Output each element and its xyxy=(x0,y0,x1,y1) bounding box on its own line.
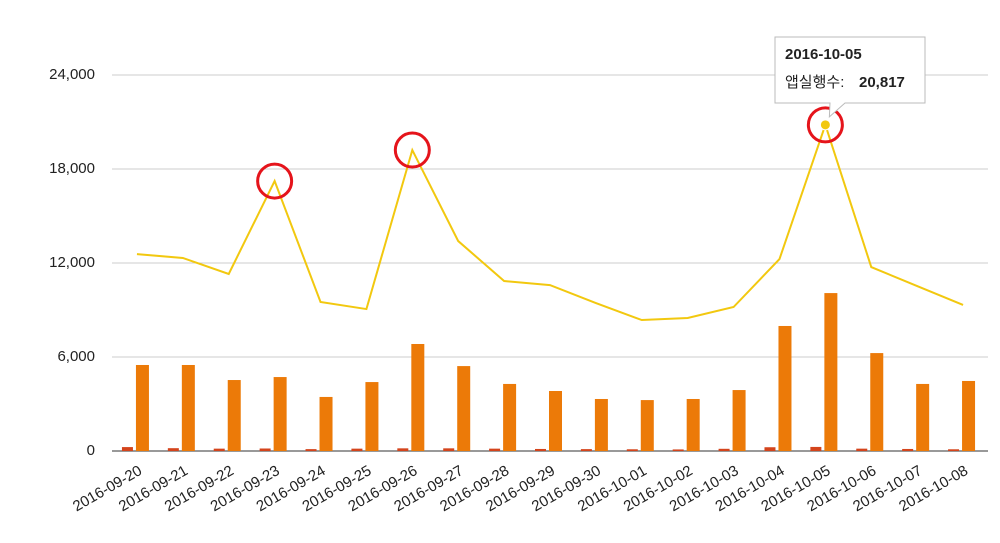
bar xyxy=(397,448,409,451)
bar xyxy=(778,325,792,451)
bar xyxy=(916,383,930,451)
bar xyxy=(135,364,149,451)
bar xyxy=(672,449,684,451)
bar xyxy=(686,398,700,451)
bar xyxy=(181,364,195,451)
bar xyxy=(732,390,746,451)
bar xyxy=(718,448,730,451)
bar xyxy=(962,380,976,451)
y-tick-label: 18,000 xyxy=(49,160,95,177)
bar xyxy=(640,400,654,451)
bar xyxy=(365,382,379,451)
bar xyxy=(948,449,960,451)
bar xyxy=(167,448,179,451)
y-tick-label: 12,000 xyxy=(49,254,95,271)
bar xyxy=(457,366,471,451)
bar xyxy=(580,449,592,451)
bar xyxy=(259,448,271,451)
bar xyxy=(411,343,425,451)
bar xyxy=(305,449,317,451)
bar xyxy=(594,398,608,451)
bar xyxy=(535,448,546,451)
bar xyxy=(319,396,333,451)
tooltip-label: 앱실행수: xyxy=(785,74,844,91)
y-tick-label: 0 xyxy=(87,442,95,459)
y-tick-label: 24,000 xyxy=(49,66,95,83)
bar xyxy=(443,448,455,451)
tooltip-title: 2016-10-05 xyxy=(785,46,862,63)
y-tick-label: 6,000 xyxy=(57,348,95,365)
highlight-circle xyxy=(393,131,431,169)
bar xyxy=(870,353,884,451)
bar xyxy=(121,447,133,451)
bar xyxy=(824,293,838,451)
bar xyxy=(810,446,822,451)
bar xyxy=(213,448,225,451)
tooltip-box xyxy=(774,36,926,119)
bar xyxy=(351,448,363,451)
highlight-circle xyxy=(256,162,294,200)
bar xyxy=(764,447,776,451)
bar xyxy=(273,377,287,451)
bar xyxy=(902,448,914,451)
tooltip: 2016-10-05 앱실행수: 20,817 xyxy=(774,36,926,119)
bar xyxy=(503,383,517,451)
hover-point xyxy=(819,119,831,131)
tooltip-value: 20,817 xyxy=(859,74,905,91)
highlight-circle xyxy=(806,106,844,144)
bar xyxy=(227,380,241,451)
line xyxy=(136,121,964,322)
bar xyxy=(856,448,868,451)
bar xyxy=(489,448,501,451)
bar xyxy=(626,449,638,451)
bar xyxy=(549,390,562,451)
